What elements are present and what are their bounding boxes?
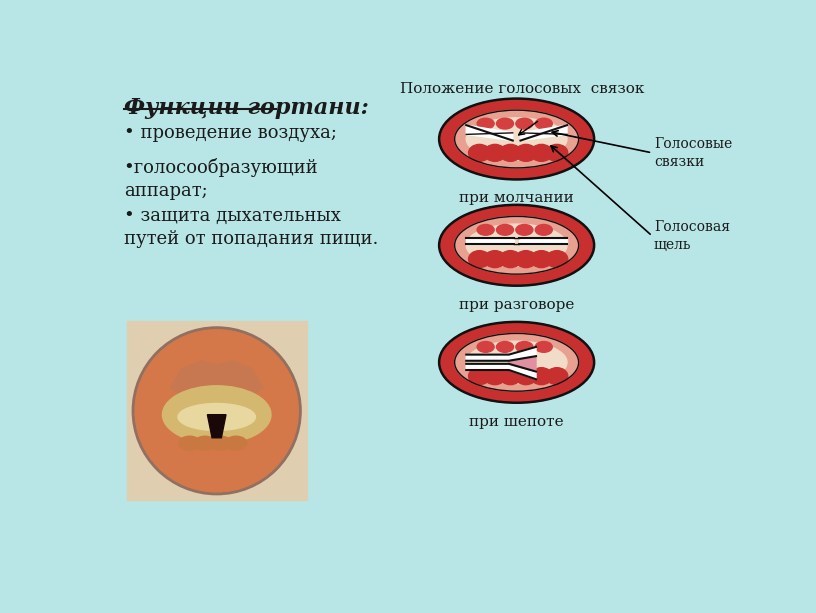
Ellipse shape: [515, 368, 537, 384]
Text: при разговоре: при разговоре: [459, 298, 574, 311]
Ellipse shape: [194, 436, 216, 450]
Polygon shape: [466, 238, 514, 244]
Ellipse shape: [499, 368, 521, 384]
Circle shape: [133, 328, 300, 494]
Text: при молчании: при молчании: [459, 191, 574, 205]
Text: Голосовая
щель: Голосовая щель: [654, 221, 730, 252]
Ellipse shape: [530, 251, 552, 268]
Text: при шепоте: при шепоте: [469, 414, 564, 428]
Ellipse shape: [455, 110, 579, 168]
Text: Положение голосовых  связок: Положение голосовых связок: [401, 82, 645, 96]
Ellipse shape: [210, 436, 232, 450]
Ellipse shape: [439, 322, 594, 403]
Ellipse shape: [516, 224, 533, 235]
Ellipse shape: [516, 118, 533, 129]
Ellipse shape: [455, 216, 579, 274]
Polygon shape: [521, 125, 567, 140]
Ellipse shape: [468, 368, 490, 384]
Ellipse shape: [225, 436, 247, 450]
Ellipse shape: [477, 118, 494, 129]
Ellipse shape: [455, 333, 579, 391]
Polygon shape: [509, 356, 536, 371]
Ellipse shape: [535, 118, 552, 129]
Ellipse shape: [477, 341, 494, 352]
Ellipse shape: [477, 224, 494, 235]
Polygon shape: [466, 364, 536, 379]
Ellipse shape: [530, 145, 552, 161]
Polygon shape: [519, 238, 567, 244]
Ellipse shape: [178, 403, 255, 430]
Text: •голосообразующий
аппарат;: •голосообразующий аппарат;: [124, 158, 318, 200]
Ellipse shape: [466, 118, 567, 160]
Ellipse shape: [439, 205, 594, 286]
Ellipse shape: [546, 251, 568, 268]
Text: Голосовые
связки: Голосовые связки: [654, 137, 732, 169]
Ellipse shape: [530, 368, 552, 384]
Ellipse shape: [466, 224, 567, 267]
Ellipse shape: [546, 145, 568, 161]
Ellipse shape: [499, 145, 521, 161]
Ellipse shape: [484, 368, 506, 384]
Ellipse shape: [496, 341, 513, 352]
Bar: [126, 321, 307, 500]
Ellipse shape: [515, 145, 537, 161]
Ellipse shape: [162, 386, 271, 444]
Ellipse shape: [496, 118, 513, 129]
Ellipse shape: [466, 341, 567, 384]
Text: Функции гортани:: Функции гортани:: [124, 97, 369, 120]
Polygon shape: [171, 361, 264, 399]
Ellipse shape: [499, 251, 521, 268]
Ellipse shape: [484, 145, 506, 161]
Polygon shape: [466, 125, 512, 140]
Ellipse shape: [439, 99, 594, 180]
Ellipse shape: [535, 341, 552, 352]
Ellipse shape: [546, 368, 568, 384]
Text: • проведение воздуха;: • проведение воздуха;: [124, 124, 337, 142]
Polygon shape: [466, 347, 536, 361]
Polygon shape: [207, 414, 226, 438]
Ellipse shape: [468, 251, 490, 268]
Ellipse shape: [484, 251, 506, 268]
Ellipse shape: [515, 251, 537, 268]
Ellipse shape: [535, 224, 552, 235]
Ellipse shape: [496, 224, 513, 235]
Ellipse shape: [468, 145, 490, 161]
Ellipse shape: [179, 436, 201, 450]
Ellipse shape: [516, 341, 533, 352]
Text: • защита дыхательных
путей от попадания пищи.: • защита дыхательных путей от попадания …: [124, 207, 378, 248]
